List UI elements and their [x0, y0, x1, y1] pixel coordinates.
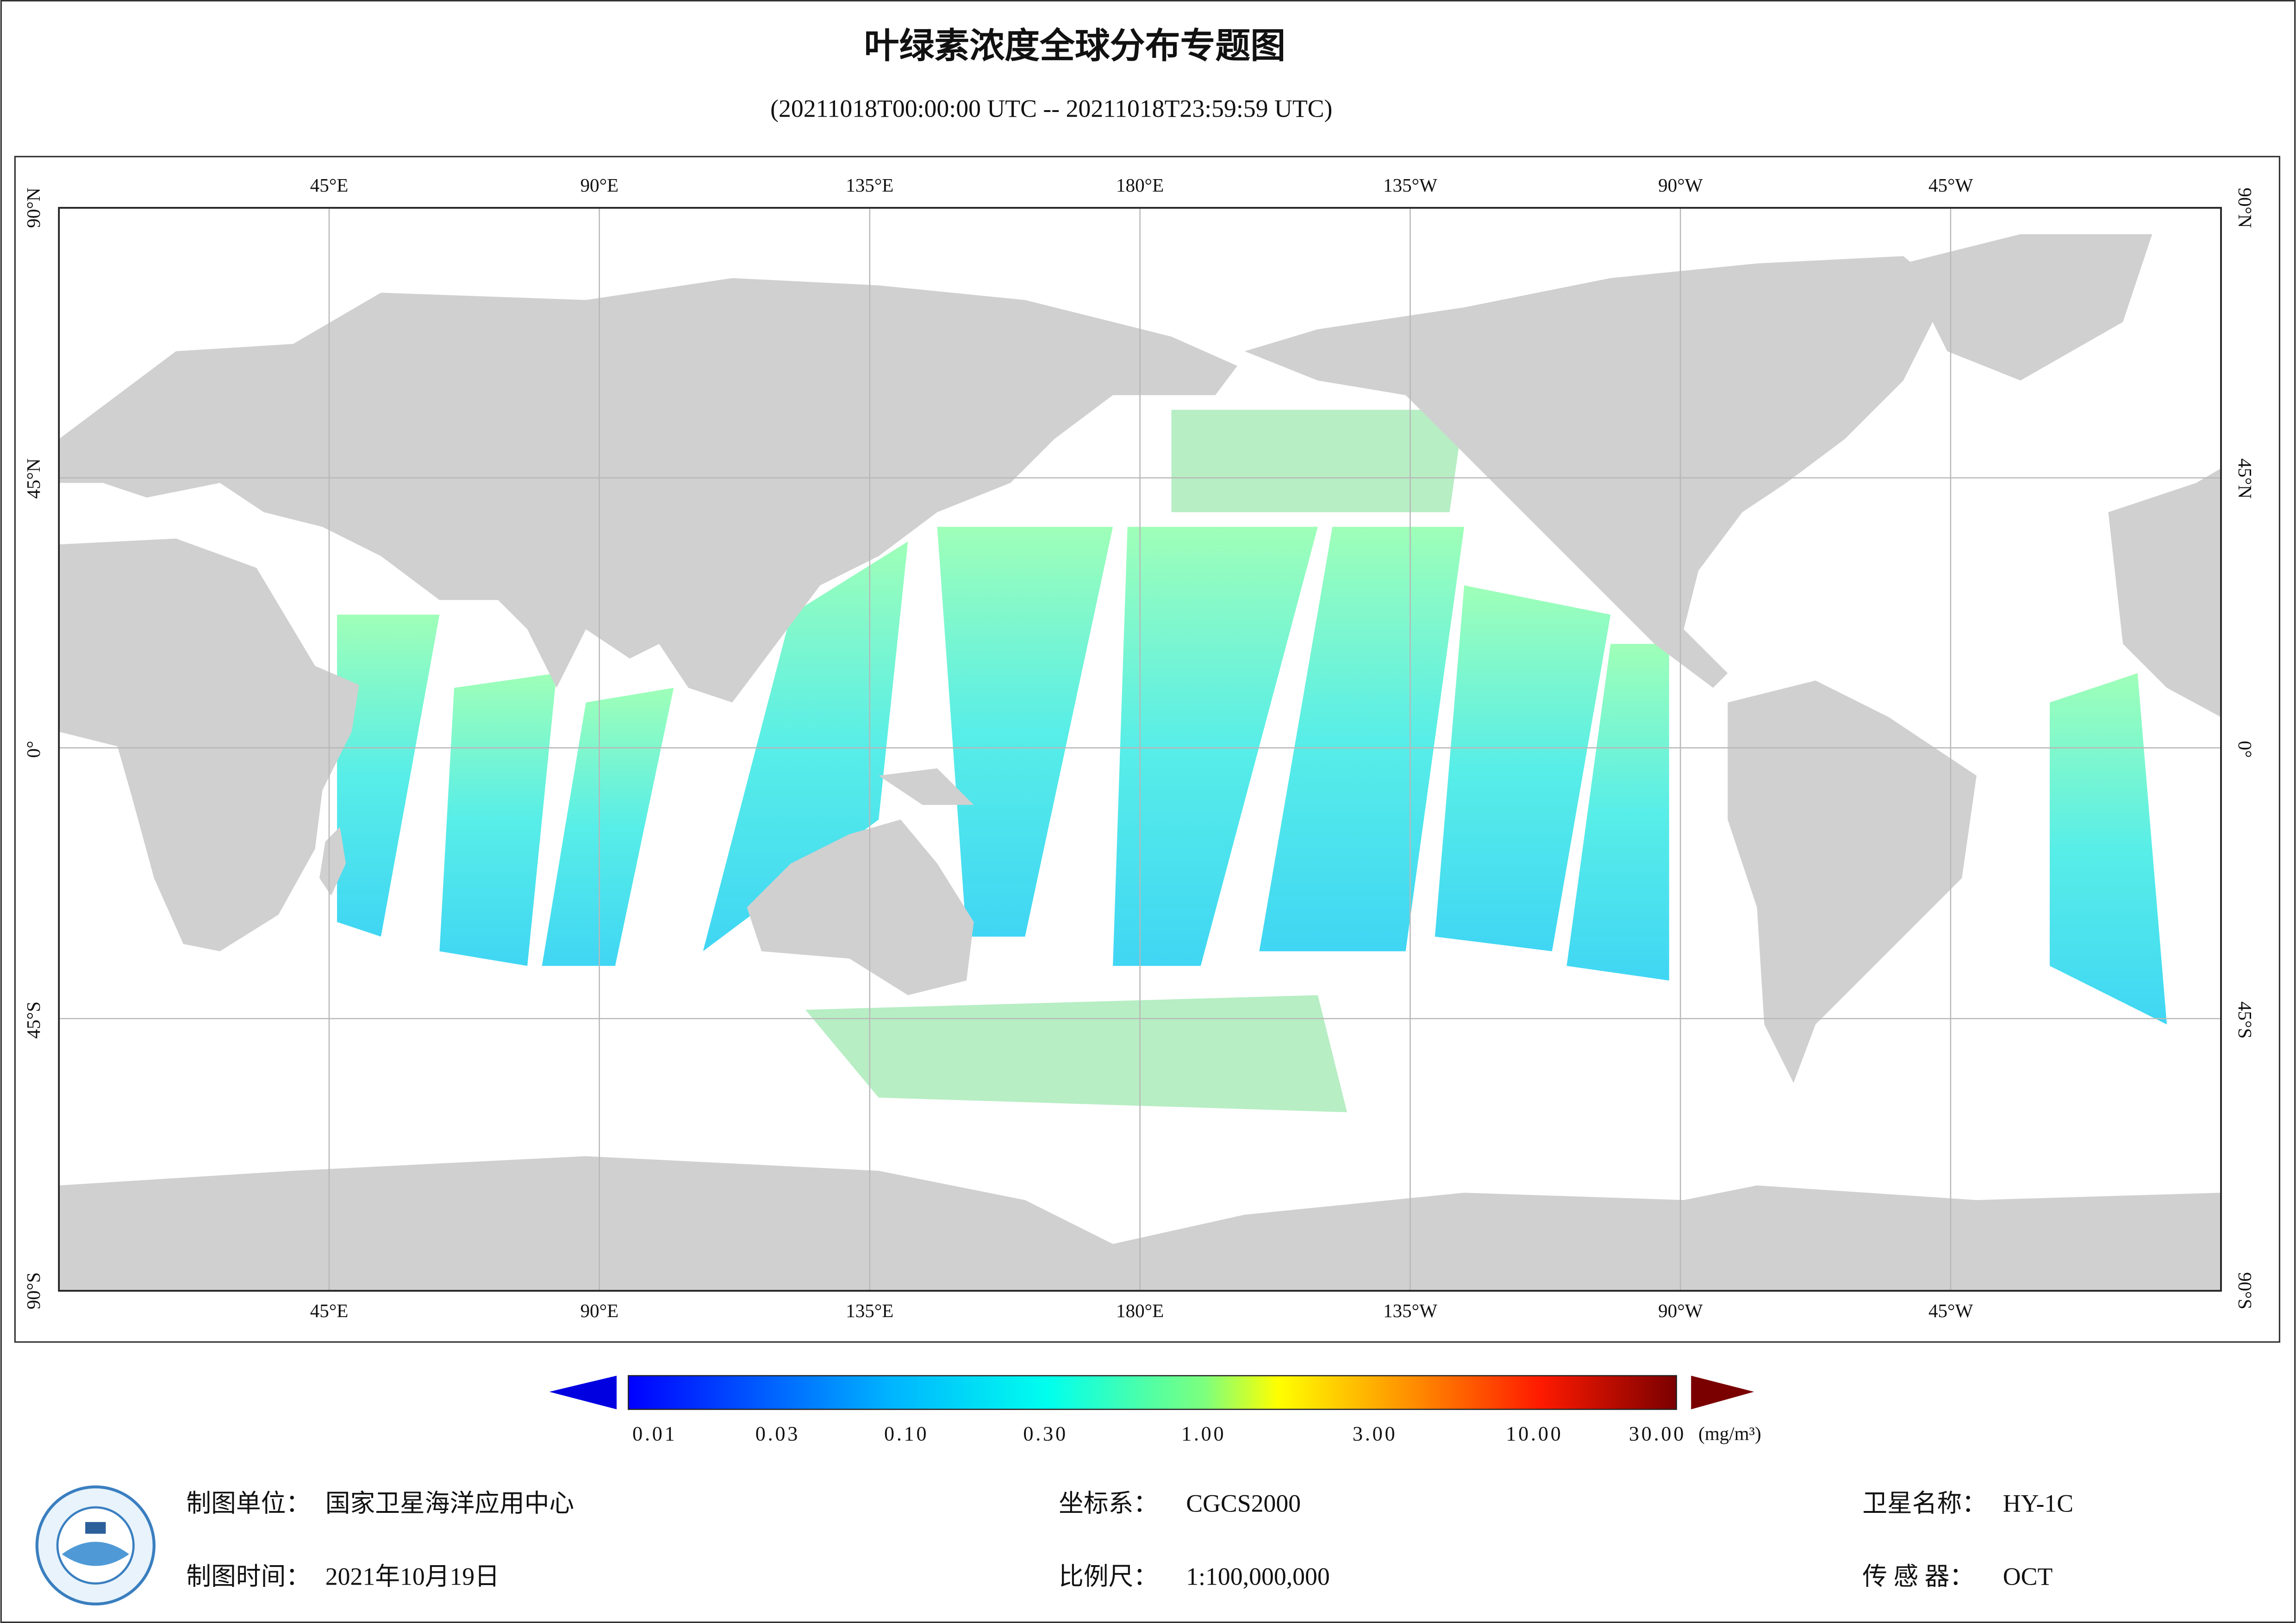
colorbar-tick-label: 0.03: [755, 1422, 800, 1445]
africa: [59, 538, 359, 951]
footer-value: OCT: [2003, 1562, 2053, 1590]
lat-label: 0°: [2234, 741, 2256, 758]
colorbar-over-arrow: [1691, 1375, 1754, 1410]
footer-label: 比例尺：: [1059, 1562, 1158, 1590]
swath: [937, 527, 1113, 937]
lat-label: 45°S: [23, 1001, 44, 1038]
north-america: [1244, 256, 1947, 688]
colorbar-ticks: 0.01 0.03 0.10 0.30 1.00 3.00 10.00 30.00: [632, 1422, 1686, 1445]
europe-west: [2108, 468, 2221, 717]
lon-label: 135°E: [846, 1300, 893, 1321]
colorbar-bar: [628, 1375, 1677, 1410]
title: 叶绿素浓度全球分布专题图: [864, 27, 1286, 66]
swath: [805, 995, 1348, 1113]
lon-label: 45°E: [310, 1300, 349, 1321]
logo-satellite: [85, 1522, 106, 1534]
colorbar-tick-label: 30.00: [1629, 1422, 1686, 1445]
lat-label: 90°S: [23, 1272, 44, 1309]
colorbar-tick-label: 0.30: [1023, 1422, 1067, 1445]
swath: [2049, 673, 2167, 1025]
lat-label: 45°S: [2234, 1001, 2256, 1038]
madagascar: [319, 827, 346, 896]
new-guinea: [879, 768, 974, 805]
lon-label: 90°W: [1658, 1300, 1703, 1321]
colorbar-tick-label: 0.01: [632, 1422, 677, 1445]
footer-value: CGCS2000: [1186, 1489, 1301, 1517]
lat-label: 45°N: [23, 458, 44, 498]
footer-label: 制图单位：: [186, 1489, 311, 1517]
lon-label: 135°W: [1383, 174, 1437, 196]
greenland: [1903, 234, 2152, 381]
chlorophyll-swaths: [337, 410, 2167, 1113]
footer-value: 1:100,000,000: [1186, 1562, 1330, 1590]
colorbar: 0.01 0.03 0.10 0.30 1.00 3.00 10.00 30.00 (mg/m…: [549, 1375, 1761, 1445]
swath: [1113, 527, 1318, 966]
footer-label: 卫星名称：: [1862, 1489, 1987, 1517]
lon-label: 180°E: [1116, 1300, 1164, 1321]
swath: [542, 688, 674, 966]
lon-label: 135°E: [846, 174, 893, 196]
footer-value: 2021年10月19日: [325, 1562, 499, 1590]
swath: [1171, 410, 1465, 512]
colorbar-tick-label: 0.10: [884, 1422, 929, 1445]
map-border: [58, 207, 2222, 1292]
logo: [35, 1485, 156, 1606]
axis-labels: 45°E 45°E 90°E 90°E 135°E 135°E 180°E 180°E 135°…: [23, 174, 2256, 1321]
lon-label: 135°W: [1383, 1300, 1437, 1321]
lon-label: 90°E: [580, 1300, 619, 1321]
swath: [1435, 585, 1611, 951]
footer: 制图单位： 国家卫星海洋应用中心 制图时间： 2021年10月19日 坐标系： …: [186, 1489, 2073, 1590]
map-frame: [14, 155, 2281, 1343]
swath: [439, 673, 557, 966]
lat-label: 90°N: [23, 187, 44, 228]
lon-label: 90°W: [1658, 174, 1703, 196]
map: [58, 207, 2222, 1292]
swath: [337, 615, 440, 937]
south-america: [1728, 680, 1977, 1083]
lon-label: 180°E: [1116, 174, 1164, 196]
eurasia: [59, 278, 1237, 703]
swath: [1259, 527, 1465, 951]
colorbar-unit: (mg/m³): [1698, 1423, 1761, 1445]
subtitle: (20211018T00:00:00 UTC -- 20211018T23:59…: [770, 95, 1332, 123]
footer-label: 坐标系：: [1059, 1489, 1158, 1517]
colorbar-under-arrow: [549, 1375, 617, 1410]
lon-label: 45°W: [1928, 174, 1973, 196]
lat-label: 45°N: [2234, 458, 2256, 498]
australia: [747, 819, 974, 995]
footer-value: HY-1C: [2003, 1489, 2073, 1517]
lon-label: 90°E: [580, 174, 619, 196]
footer-label: 传 感 器：: [1862, 1562, 1974, 1590]
lon-label: 45°W: [1928, 1300, 1973, 1321]
swath: [1566, 644, 1669, 981]
swath: [703, 541, 908, 951]
lat-label: 90°S: [2234, 1272, 2256, 1309]
graticule: [59, 208, 2221, 1291]
lat-label: 0°: [23, 741, 44, 758]
lon-label: 45°E: [310, 174, 349, 196]
lat-label: 90°N: [2234, 187, 2256, 228]
logo-wave: [62, 1542, 130, 1566]
footer-label: 制图时间：: [186, 1562, 311, 1590]
colorbar-tick-label: 3.00: [1353, 1422, 1397, 1445]
footer-value: 国家卫星海洋应用中心: [325, 1489, 574, 1517]
colorbar-tick-label: 10.00: [1506, 1422, 1563, 1445]
colorbar-tick-label: 1.00: [1181, 1422, 1226, 1445]
